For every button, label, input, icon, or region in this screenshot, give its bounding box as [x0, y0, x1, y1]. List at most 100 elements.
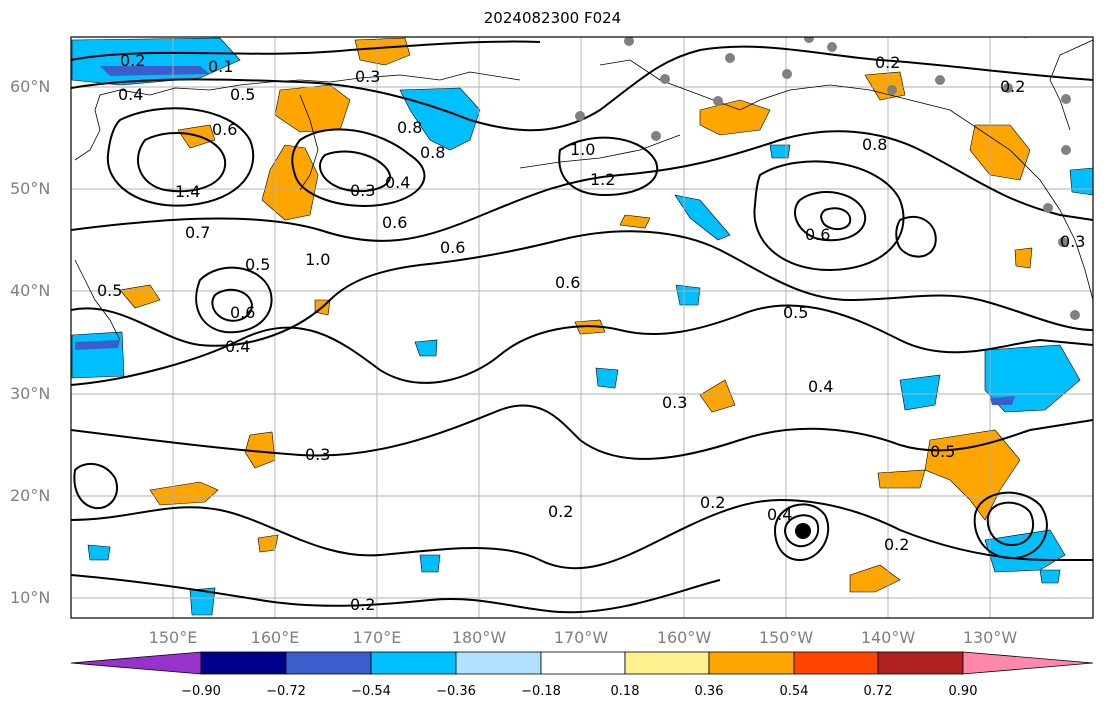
contour-line — [820, 207, 852, 230]
anomaly-region — [699, 379, 736, 413]
colorbar-swatch — [708, 651, 795, 675]
anomaly-region — [274, 84, 351, 133]
contour-label: 0.3 — [305, 445, 330, 464]
gridlines — [71, 37, 1093, 618]
anomaly-region — [75, 340, 120, 350]
contour-label: 0.4 — [225, 337, 250, 356]
anomaly-region — [1039, 569, 1061, 584]
contour-label: 0.8 — [862, 135, 887, 154]
contour-label: 0.4 — [385, 173, 410, 192]
lon-label: 180°W — [451, 628, 507, 647]
contour-label-group: 0.2 0.1 0.4 0.5 0.3 0.6 0.8 1.0 1.2 1.4 … — [97, 51, 1085, 614]
colorbar-swatch — [285, 651, 372, 675]
contour-line — [73, 462, 118, 510]
lon-label: 170°W — [553, 628, 609, 647]
lon-label: 170°E — [352, 628, 402, 647]
contour-line — [71, 230, 1093, 347]
anomaly-region — [87, 544, 111, 561]
contour-label: 0.6 — [440, 238, 465, 257]
positive-anomaly-regions — [119, 37, 1033, 593]
contour-line — [753, 160, 905, 272]
anomaly-region — [189, 587, 216, 616]
lon-label: 150°E — [148, 628, 198, 647]
contour-line — [973, 491, 1048, 560]
contour-line — [986, 501, 1035, 547]
anomaly-region — [699, 99, 771, 136]
colorbar-tick-label: −0.90 — [181, 684, 221, 699]
lat-label: 20°N — [10, 486, 51, 505]
anomaly-region — [1014, 247, 1033, 269]
contour-label: 0.4 — [808, 377, 833, 396]
colorbar-swatch — [70, 651, 202, 675]
anomaly-region — [261, 144, 319, 221]
contour-label: 0.3 — [355, 67, 380, 86]
colorbar-tick-label: −0.18 — [521, 684, 561, 699]
lon-label: 140°W — [860, 628, 916, 647]
colorbar-swatch — [962, 651, 1094, 675]
contour-label: 0.1 — [208, 57, 233, 76]
contour-label: 0.2 — [120, 51, 145, 70]
colorbar-tick-label: −0.54 — [351, 684, 391, 699]
lat-label: 40°N — [10, 281, 51, 300]
colorbar-swatch — [200, 651, 287, 675]
contour-label: 0.4 — [767, 505, 792, 524]
contour-line — [319, 150, 391, 193]
contour-line — [291, 128, 426, 207]
contour-line — [773, 503, 830, 562]
contour-line — [136, 132, 227, 193]
anomaly-region — [969, 124, 1031, 181]
anomaly-region — [769, 144, 791, 159]
anomaly-region — [100, 66, 210, 76]
anomaly-region — [924, 429, 1021, 521]
anomaly-region — [414, 339, 438, 357]
contour-line — [783, 514, 820, 548]
contour-line — [71, 498, 1093, 570]
anomaly-region — [619, 214, 651, 229]
anomaly-region — [877, 469, 926, 489]
anomaly-region — [984, 344, 1081, 413]
contour-line — [71, 404, 1093, 460]
coastline-northam — [1049, 39, 1093, 131]
anomaly-region — [419, 554, 441, 573]
contour-lines — [71, 40, 1093, 614]
contour-label: 1.0 — [570, 140, 595, 159]
contour-label: 0.6 — [555, 273, 580, 292]
anomaly-region — [149, 481, 219, 506]
anomaly-region — [849, 564, 901, 593]
contour-line — [895, 215, 937, 258]
contour-line — [794, 191, 867, 242]
contour-label: 1.4 — [175, 182, 200, 201]
lat-label: 10°N — [10, 588, 51, 607]
contour-label: 0.5 — [245, 255, 270, 274]
colorbar — [70, 651, 1094, 675]
contour-line — [71, 304, 1093, 386]
contour-label: 0.2 — [700, 493, 725, 512]
contour-label: 0.2 — [548, 502, 573, 521]
contour-line — [71, 130, 1093, 242]
colorbar-tick-label: 0.18 — [610, 684, 640, 699]
anomaly-region — [990, 396, 1015, 405]
anomaly-region — [354, 37, 411, 66]
anomaly-region — [675, 284, 701, 306]
contour-label: 0.6 — [230, 303, 255, 322]
station-dots — [575, 37, 1080, 320]
chart-title: 2024082300 F024 — [483, 9, 622, 27]
contour-label: 0.2 — [1000, 77, 1025, 96]
strong-negative-regions — [75, 66, 1015, 405]
contour-label: 0.2 — [875, 53, 900, 72]
lon-label: 160°W — [656, 628, 712, 647]
coastline-japan — [74, 259, 121, 341]
colorbar-swatch — [624, 651, 710, 675]
anomaly-region — [674, 194, 731, 241]
contour-line — [195, 266, 273, 334]
contour-line — [106, 107, 255, 207]
colorbar-swatch — [540, 651, 626, 675]
colorbar-tick-label: 0.54 — [779, 684, 809, 699]
lat-label: 30°N — [10, 384, 51, 403]
colorbar-swatch — [877, 651, 964, 675]
lon-label: 130°W — [962, 628, 1018, 647]
contour-label: 0.7 — [185, 223, 210, 242]
anomaly-region — [864, 71, 906, 101]
plot-frame — [70, 36, 1094, 619]
contour-line — [71, 45, 1093, 132]
